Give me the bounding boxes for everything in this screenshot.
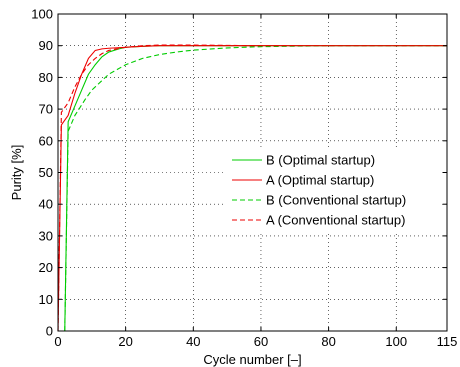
x-tick-label: 20	[118, 334, 132, 349]
y-tick-label: 0	[46, 324, 53, 339]
series-line-4	[57, 44, 447, 332]
x-tick-label: 100	[385, 334, 407, 349]
y-tick-label: 10	[39, 292, 53, 307]
y-tick-label: 90	[39, 38, 53, 53]
y-tick-label: 60	[39, 133, 53, 148]
legend-label-2: A (Optimal startup)	[266, 173, 374, 188]
legend-label-1: B (Optimal startup)	[266, 153, 375, 168]
legend-box	[226, 149, 440, 231]
x-tick-label: 40	[186, 334, 200, 349]
y-tick-label: 20	[39, 260, 53, 275]
y-tick-label: 70	[39, 102, 53, 117]
y-tick-label: 30	[39, 228, 53, 243]
legend-label-3: B (Conventional startup)	[266, 193, 406, 208]
y-tick-label: 100	[31, 7, 53, 22]
series-line-3	[64, 45, 447, 332]
y-axis-label: Purity [%]	[9, 145, 24, 201]
x-axis-label: Cycle number [–]	[203, 352, 301, 367]
y-tick-label: 50	[39, 165, 53, 180]
y-tick-label: 80	[39, 70, 53, 85]
x-tick-label: 60	[254, 334, 268, 349]
x-tick-label: 115	[437, 334, 458, 349]
x-tick-label: 0	[54, 334, 61, 349]
legend-label-4: A (Conventional startup)	[266, 213, 405, 228]
x-tick-label: 80	[321, 334, 335, 349]
y-tick-label: 40	[39, 197, 53, 212]
